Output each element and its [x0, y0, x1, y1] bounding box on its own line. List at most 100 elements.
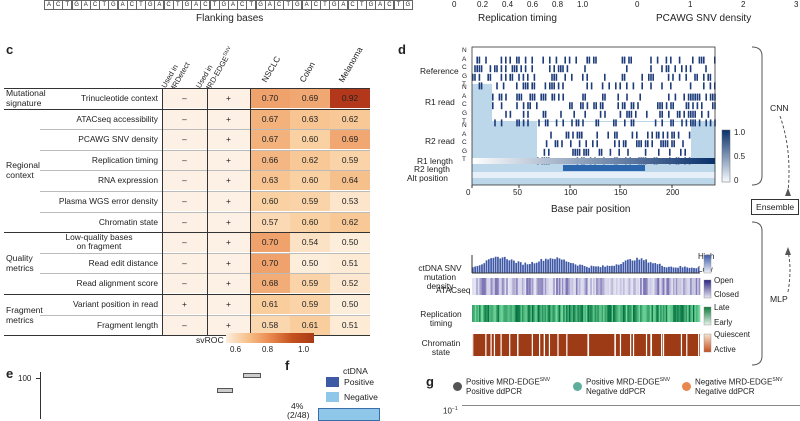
rt-segment: [610, 305, 612, 322]
chromatin-gap: [630, 334, 632, 356]
atac-segment: [591, 278, 594, 295]
density-bar: [697, 267, 700, 273]
atac-segment: [627, 278, 630, 295]
mrdetect-cell: +: [162, 294, 207, 314]
rt-segment: [476, 305, 478, 322]
base-mark: [615, 119, 617, 127]
rt-segment: [513, 305, 516, 322]
density-bar: [695, 268, 698, 273]
base-mark: [480, 82, 483, 90]
rt-segment: [591, 305, 594, 322]
rt-segment: [510, 305, 513, 322]
density-bar: [601, 265, 604, 273]
atac-segment: [674, 278, 677, 295]
rt-segment: [691, 305, 694, 322]
mrdetect-cell: –: [162, 88, 207, 108]
row-label: ATACseq accessibility: [76, 113, 158, 124]
base-mark: [570, 140, 572, 148]
base-mark: [674, 65, 676, 73]
rt-segment: [561, 305, 564, 322]
base-mark: [667, 65, 670, 73]
base-mark: [624, 102, 626, 110]
legend-sup: SNV: [772, 377, 783, 383]
nsclc-cell: 0.61: [250, 294, 290, 314]
atac-segment: [608, 278, 611, 295]
base-mark: [650, 82, 652, 90]
base-mark: [550, 131, 552, 139]
nsclc-cell: 0.67: [250, 129, 290, 150]
atac-segment: [501, 278, 504, 295]
base-mark: [661, 82, 663, 90]
rt-segment: [635, 305, 638, 322]
rt-segment: [630, 305, 632, 322]
density-bar: [647, 262, 650, 273]
base-mark: [544, 119, 547, 127]
density-bar: [583, 266, 586, 273]
density-bar: [645, 259, 647, 273]
base-mark: [494, 119, 496, 127]
atac-segment: [631, 278, 634, 295]
melanoma-cell: 0.51: [330, 314, 370, 335]
atac-segment: [567, 278, 570, 295]
rt-segment: [588, 305, 591, 322]
density-bar: [544, 258, 547, 273]
density-bar: [652, 263, 654, 273]
track-label-lower: Replication timing: [411, 310, 471, 328]
rt-segment: [654, 305, 657, 322]
atac-segment: [675, 278, 678, 295]
base-mark: [542, 110, 545, 118]
row-rule: [40, 273, 370, 275]
atac-segment: [494, 278, 497, 295]
density-bar: [490, 258, 492, 273]
base-mark: [670, 56, 672, 64]
base-mark: [630, 110, 633, 118]
rt-segment: [652, 305, 655, 322]
base-mark: [670, 102, 672, 110]
atac-segment: [667, 278, 669, 295]
chromatin-gap: [531, 334, 533, 356]
chromatin-gap: [661, 334, 663, 356]
base-mark: [505, 65, 507, 73]
cbar-tick: 0: [734, 176, 739, 185]
base-mark: [560, 110, 562, 118]
heatmap-frame: [471, 46, 716, 186]
chromatin-bg: [472, 334, 700, 356]
pipeline-arrows: [751, 46, 791, 366]
atac-segment: [526, 278, 528, 295]
panel-e-axis: [40, 372, 41, 419]
atac-segment: [633, 278, 635, 295]
base-mark: [650, 65, 652, 73]
base-mark: [557, 82, 560, 90]
base-mark: [660, 140, 662, 148]
base-mark: [632, 82, 635, 90]
density-bar: [665, 267, 668, 273]
atac-segment: [472, 278, 474, 295]
base-mark: [712, 102, 714, 110]
rt-segment: [501, 305, 504, 322]
atac-segment: [511, 278, 514, 295]
base-mark: [630, 119, 633, 127]
atac-segment: [576, 278, 578, 295]
base-mark: [583, 148, 585, 156]
density-bar: [574, 264, 577, 273]
cnn-arrowhead: [785, 188, 791, 196]
base-mark: [658, 131, 660, 139]
track-line2: mutation: [423, 272, 457, 282]
density-bar: [597, 266, 600, 273]
base-mark: [628, 56, 630, 64]
base-mark: [696, 93, 699, 101]
track-label-lower: Chromatin state: [411, 339, 471, 357]
base-mark: [626, 110, 628, 118]
mrdetect-cell: –: [162, 170, 207, 191]
rt-tick-label: 0: [452, 0, 457, 9]
base-mark: [492, 93, 494, 101]
base-mark: [551, 73, 553, 81]
group-label-line2: metrics: [6, 314, 34, 325]
rt-segment: [607, 305, 610, 322]
negative-label: Negative: [344, 392, 378, 402]
base-mark: [630, 102, 633, 110]
base-mark: [668, 93, 670, 101]
density-bar: [522, 264, 524, 273]
row-rule: [40, 129, 370, 131]
atac-segment: [474, 278, 477, 295]
